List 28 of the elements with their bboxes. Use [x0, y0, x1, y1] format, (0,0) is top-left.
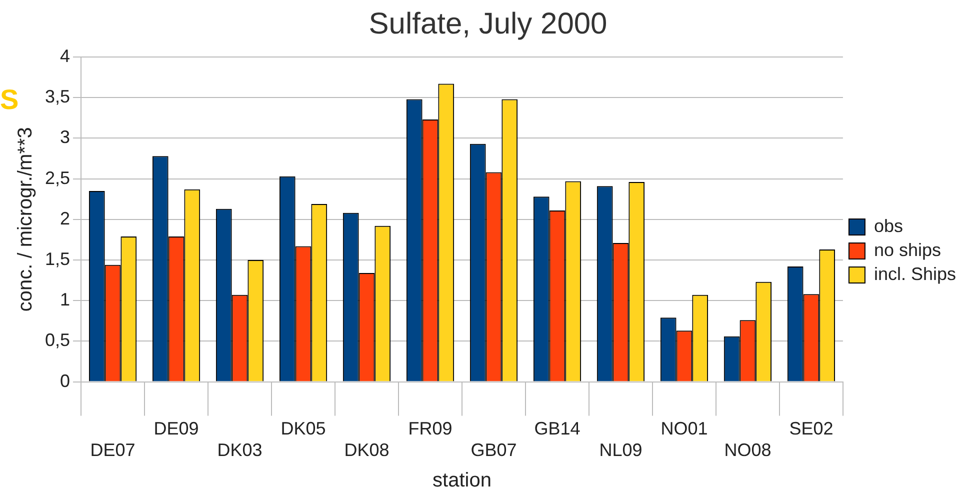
y-tick-label: 2: [60, 208, 70, 228]
chart-title: Sulfate, July 2000: [368, 7, 608, 40]
legend-label: no ships: [874, 240, 942, 260]
y-tick-label: 1,5: [44, 248, 70, 269]
legend-label: obs: [874, 216, 903, 236]
x-tick-label: DE07: [90, 440, 136, 460]
x-tick-label: DK05: [280, 418, 326, 439]
x-tick-label: NO01: [660, 418, 708, 439]
legend-label: incl. Ships: [874, 264, 956, 284]
x-tick-label: FR09: [408, 418, 452, 439]
y-tick-label: 3,5: [44, 86, 70, 107]
x-tick-label: GB14: [534, 418, 580, 439]
x-tick-label: DK08: [344, 440, 390, 460]
x-tick-label: DK03: [217, 440, 262, 460]
x-tick-label: GB07: [470, 440, 517, 460]
x-axis-title: station: [432, 470, 492, 492]
y-tick-label: 0: [60, 370, 70, 391]
x-tick-label: NO08: [724, 440, 772, 460]
x-tick-label: DE09: [154, 418, 199, 439]
y-tick-label: 4: [60, 46, 70, 66]
x-tick-label: NL09: [599, 440, 642, 460]
y-tick-label: 3: [60, 127, 70, 148]
y-axis-title: conc. / microgr./m**3: [14, 127, 37, 312]
y-tick-label: 2,5: [44, 168, 70, 188]
x-tick-label: SE02: [789, 418, 834, 439]
y-tick-label: 1: [60, 290, 70, 310]
text: S: [0, 84, 19, 116]
y-tick-label: 0,5: [44, 330, 70, 350]
